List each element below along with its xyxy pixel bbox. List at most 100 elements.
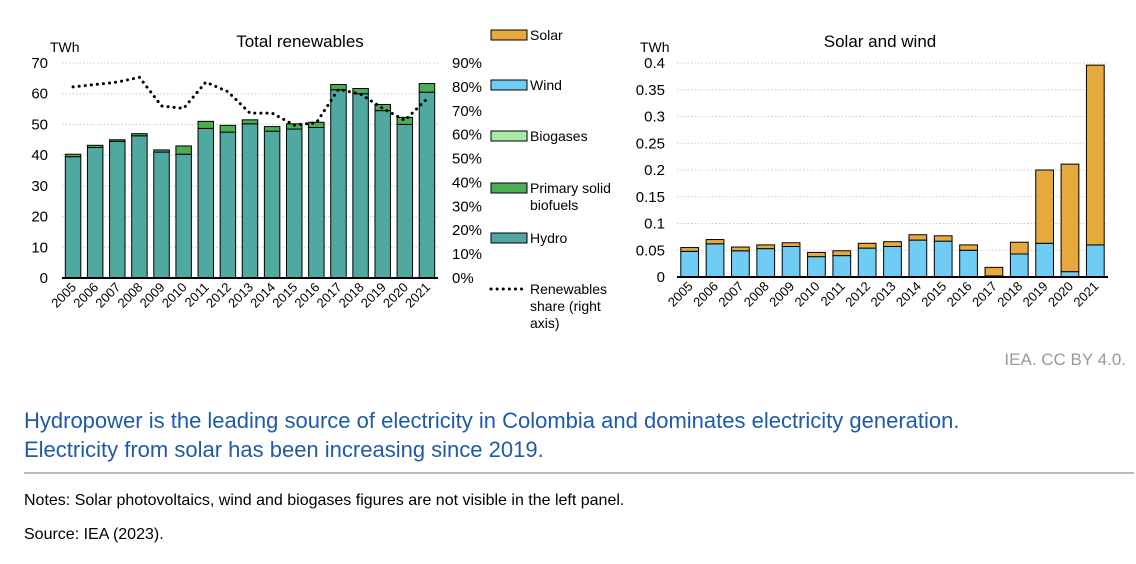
x-tick-label: 2011 bbox=[818, 279, 848, 309]
x-tick-label: 2016 bbox=[944, 279, 975, 310]
bar-hydro bbox=[418, 91, 436, 279]
x-tick-label: 2009 bbox=[766, 279, 797, 310]
bar-primary-solid-biofuels bbox=[131, 133, 148, 137]
x-tick-label: 2014 bbox=[893, 279, 924, 310]
x-tick-label: 2015 bbox=[918, 279, 949, 310]
bar-hydro bbox=[285, 128, 303, 279]
legend-label: biofuels bbox=[530, 197, 578, 213]
bar-solar bbox=[908, 234, 928, 241]
y-tick-label: 0.35 bbox=[636, 82, 665, 99]
y2-tick-label: 40% bbox=[452, 174, 482, 191]
y2-tick-label: 20% bbox=[452, 222, 482, 239]
x-tick-label: 2010 bbox=[792, 279, 823, 310]
bar-hydro bbox=[64, 156, 82, 279]
bar-solar bbox=[857, 242, 877, 249]
bar-solar bbox=[1035, 169, 1054, 244]
y2-tick-label: 60% bbox=[452, 127, 482, 144]
notes: Notes: Solar photovoltaics, wind and bio… bbox=[24, 492, 625, 509]
x-tick-label: 2007 bbox=[715, 279, 746, 310]
bar-solar bbox=[756, 244, 776, 250]
y2-tick-label: 90% bbox=[452, 55, 482, 72]
bar-hydro bbox=[153, 151, 170, 279]
bar-solar bbox=[1009, 241, 1029, 255]
bar-primary-solid-biofuels bbox=[197, 120, 215, 129]
credit: IEA. CC BY 4.0. bbox=[1004, 350, 1126, 369]
x-tick-label: 2008 bbox=[741, 279, 772, 310]
bar-wind bbox=[959, 249, 978, 278]
y-tick-label: 0.4 bbox=[644, 55, 665, 72]
bar-wind bbox=[908, 239, 928, 278]
bar-wind bbox=[807, 256, 826, 278]
bar-hydro bbox=[396, 123, 414, 279]
y2-tick-label: 10% bbox=[452, 246, 482, 263]
y2-tick-label: 30% bbox=[452, 198, 482, 215]
bar-solar bbox=[705, 239, 725, 245]
x-tick-label: 2013 bbox=[868, 279, 899, 310]
bar-primary-solid-biofuels bbox=[86, 144, 104, 148]
legend-label: Hydro bbox=[530, 230, 568, 246]
bar-primary-solid-biofuels bbox=[109, 139, 126, 142]
x-tick-label: 2017 bbox=[969, 279, 1000, 310]
bar-primary-solid-biofuels bbox=[219, 124, 237, 133]
source: Source: IEA (2023). bbox=[24, 526, 164, 543]
bar-wind bbox=[1009, 253, 1029, 278]
legend-swatch bbox=[490, 232, 528, 244]
bar-hydro bbox=[308, 127, 325, 279]
x-tick-label: 2019 bbox=[1020, 279, 1051, 310]
y-tick-label: 50 bbox=[31, 116, 48, 133]
bar-solar bbox=[731, 246, 750, 252]
bar-wind bbox=[1035, 242, 1054, 278]
y-tick-label: 0.05 bbox=[636, 242, 665, 259]
bar-primary-solid-biofuels bbox=[153, 149, 170, 153]
bar-hydro bbox=[109, 140, 126, 279]
bar-hydro bbox=[175, 153, 192, 279]
bar-hydro bbox=[219, 131, 237, 279]
bar-solar bbox=[1085, 64, 1105, 246]
bar-hydro bbox=[131, 135, 148, 279]
legend-label: Primary solid bbox=[530, 180, 611, 196]
y-tick-label: 0 bbox=[40, 270, 48, 287]
y-tick-label: 40 bbox=[31, 147, 48, 164]
legend-swatch bbox=[490, 182, 528, 194]
legend-label: Wind bbox=[530, 77, 562, 93]
y2-tick-label: 80% bbox=[452, 79, 482, 96]
x-tick-label: 2005 bbox=[665, 279, 696, 310]
y2-tick-label: 70% bbox=[452, 103, 482, 120]
bar-wind bbox=[781, 246, 801, 278]
y-tick-label: 10 bbox=[31, 239, 48, 256]
bar-wind bbox=[1085, 244, 1105, 278]
bar-hydro bbox=[374, 110, 391, 279]
legend-label: share (right bbox=[530, 298, 601, 314]
bar-hydro bbox=[86, 146, 104, 279]
legend-label: axis) bbox=[530, 315, 560, 331]
bar-wind bbox=[756, 248, 776, 278]
y-tick-label: 0 bbox=[657, 269, 665, 286]
bar-wind bbox=[680, 250, 700, 278]
bar-wind bbox=[883, 246, 902, 278]
bar-hydro bbox=[263, 130, 281, 279]
legend-swatch bbox=[490, 29, 528, 41]
x-tick-label: 2021 bbox=[1070, 279, 1101, 310]
bar-wind bbox=[832, 255, 852, 278]
divider bbox=[24, 472, 1134, 474]
y2-tick-label: 50% bbox=[452, 151, 482, 168]
y-axis-unit: TWh bbox=[50, 39, 80, 55]
bar-wind bbox=[705, 243, 725, 278]
bar-solar bbox=[984, 266, 1004, 277]
bar-solar bbox=[781, 242, 801, 248]
bar-solar bbox=[933, 235, 953, 242]
bar-primary-solid-biofuels bbox=[175, 145, 192, 155]
bar-hydro bbox=[352, 93, 369, 279]
x-tick-label: 2020 bbox=[1045, 279, 1076, 310]
bar-primary-solid-biofuels bbox=[418, 83, 436, 93]
line-renewables-share bbox=[71, 75, 429, 127]
bar-primary-solid-biofuels bbox=[64, 153, 82, 158]
bar-wind bbox=[933, 240, 953, 278]
x-tick-label: 2021 bbox=[402, 280, 433, 311]
bar-primary-solid-biofuels bbox=[263, 126, 281, 132]
bar-wind bbox=[857, 247, 877, 278]
y-tick-label: 0.15 bbox=[636, 189, 665, 206]
x-tick-label: 2018 bbox=[994, 279, 1025, 310]
y2-tick-label: 0% bbox=[452, 270, 474, 287]
